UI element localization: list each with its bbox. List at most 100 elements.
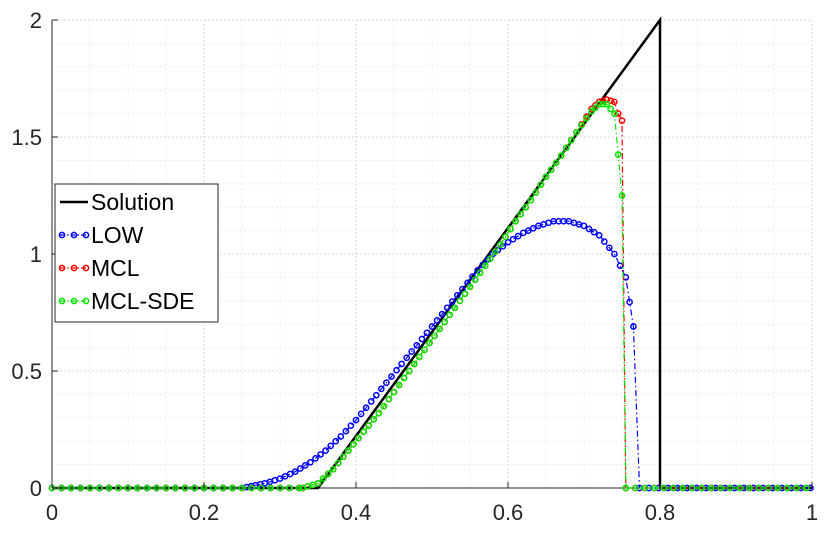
data-point bbox=[537, 181, 545, 188]
data-point bbox=[301, 462, 309, 469]
data-point bbox=[547, 166, 555, 174]
data-point bbox=[219, 484, 227, 492]
data-point bbox=[276, 475, 284, 482]
data-point bbox=[329, 465, 337, 473]
data-point bbox=[522, 203, 530, 211]
data-point bbox=[451, 304, 459, 312]
legend-marker bbox=[82, 231, 90, 239]
data-point bbox=[317, 451, 324, 458]
data-point bbox=[578, 121, 585, 129]
data-point bbox=[143, 484, 151, 492]
tick-labels: 0 0.2 0.4 0.6 0.8 1 0 0.5 1 1.5 2 bbox=[11, 8, 818, 525]
data-point bbox=[611, 110, 618, 117]
data-point bbox=[296, 465, 304, 472]
data-point bbox=[426, 339, 433, 347]
data-point bbox=[342, 427, 350, 435]
data-point bbox=[793, 484, 801, 492]
legend-marker bbox=[70, 297, 78, 305]
data-point bbox=[314, 479, 322, 487]
data-point bbox=[370, 416, 378, 423]
x-tick-label: 0 bbox=[46, 500, 58, 525]
data-point bbox=[191, 484, 198, 492]
data-point bbox=[431, 332, 438, 340]
data-point bbox=[372, 391, 380, 399]
data-point bbox=[807, 484, 814, 492]
data-point bbox=[334, 459, 342, 467]
data-point bbox=[385, 395, 393, 403]
data-point bbox=[607, 105, 614, 113]
data-point bbox=[466, 283, 474, 291]
data-point bbox=[631, 484, 639, 492]
data-point bbox=[502, 233, 509, 241]
data-point bbox=[592, 104, 599, 112]
data-point bbox=[679, 484, 687, 492]
data-point bbox=[514, 232, 522, 240]
legend-box bbox=[54, 183, 219, 323]
data-point bbox=[736, 484, 744, 492]
data-point bbox=[286, 484, 293, 492]
data-point bbox=[345, 447, 352, 454]
data-point bbox=[573, 128, 580, 136]
legend-item: MCL-SDE bbox=[58, 288, 195, 314]
data-point bbox=[421, 346, 428, 354]
data-point bbox=[423, 329, 431, 337]
x-tick-label: 1 bbox=[806, 500, 818, 525]
data-point bbox=[529, 224, 537, 232]
data-point bbox=[367, 398, 375, 405]
data-point bbox=[618, 192, 626, 199]
data-point bbox=[115, 484, 122, 492]
data-point bbox=[380, 402, 388, 410]
data-point bbox=[96, 484, 103, 492]
data-point bbox=[504, 238, 512, 246]
data-point bbox=[557, 152, 565, 160]
data-point bbox=[456, 297, 464, 305]
data-point bbox=[614, 110, 622, 117]
data-point bbox=[332, 437, 340, 445]
data-point bbox=[388, 373, 395, 380]
data-point bbox=[383, 379, 390, 387]
legend-marker bbox=[70, 231, 78, 239]
data-point bbox=[481, 262, 489, 270]
legend-marker bbox=[82, 297, 90, 305]
data-point bbox=[542, 173, 550, 181]
data-point bbox=[802, 484, 810, 492]
data-point bbox=[77, 484, 84, 492]
data-point bbox=[614, 151, 622, 158]
data-point bbox=[172, 484, 179, 492]
data-point bbox=[58, 484, 65, 492]
data-point bbox=[764, 484, 772, 492]
data-point bbox=[428, 323, 436, 330]
y-tick-label: 0.5 bbox=[11, 359, 42, 384]
data-point bbox=[519, 229, 527, 237]
data-point bbox=[603, 100, 611, 108]
legend-marker bbox=[58, 264, 66, 272]
data-point bbox=[461, 290, 469, 298]
data-point bbox=[418, 335, 426, 343]
y-tick-label: 0 bbox=[30, 476, 42, 501]
data-point bbox=[438, 310, 446, 318]
data-point bbox=[590, 228, 598, 236]
data-point bbox=[153, 484, 160, 492]
data-point bbox=[400, 374, 408, 382]
data-point bbox=[307, 458, 314, 466]
data-point bbox=[312, 455, 319, 462]
data-point bbox=[355, 434, 362, 442]
x-tick-label: 0.8 bbox=[645, 500, 676, 525]
series-layer bbox=[48, 16, 814, 492]
data-point bbox=[527, 196, 535, 204]
data-point bbox=[67, 484, 75, 492]
legend-marker bbox=[70, 264, 78, 272]
data-point bbox=[124, 484, 132, 492]
data-point bbox=[415, 353, 423, 361]
data-point bbox=[453, 291, 461, 299]
data-point bbox=[595, 231, 603, 239]
data-point bbox=[707, 484, 715, 492]
data-point bbox=[599, 100, 607, 108]
data-point bbox=[257, 484, 265, 492]
data-point bbox=[413, 341, 421, 349]
data-point bbox=[630, 323, 637, 330]
data-point bbox=[210, 484, 217, 492]
data-point bbox=[607, 97, 614, 105]
data-point bbox=[441, 318, 449, 326]
data-point bbox=[410, 360, 418, 368]
